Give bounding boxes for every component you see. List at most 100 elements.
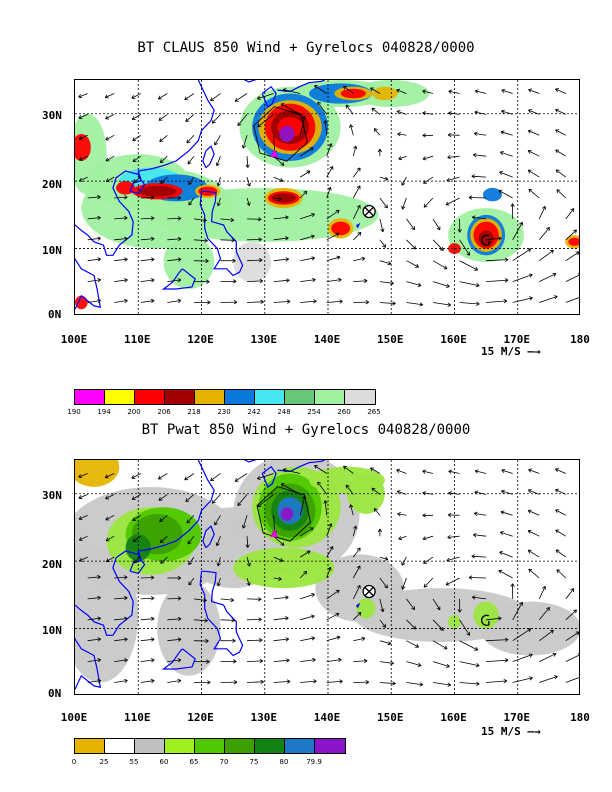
lat-label-10n-2: 10N [42,624,62,637]
wind-vector [158,473,168,480]
wind-vector [300,659,316,663]
wind-vector-head [555,468,559,473]
wind-vector [498,190,513,199]
wind-vector [257,114,274,128]
colorbar-swatch [315,390,345,404]
wind-vector-head [131,475,136,479]
wind-vector-head [123,195,128,200]
lon-label-120e: 120E [187,711,214,724]
wind-vector [210,93,221,102]
wind-vector-head [361,256,366,261]
wind-vector-head [207,680,211,685]
wind-vector [132,134,141,141]
wind-vector-head [370,87,374,92]
wind-vector [353,637,366,642]
wind-vector-head [356,185,361,190]
wind-vector-head [529,676,533,681]
wind-vector-head [177,596,182,601]
wind-vector [246,536,249,548]
coastline [261,85,277,108]
colorbar-swatch [105,390,135,404]
wind-vector-head [417,662,422,667]
pwat-contour [280,507,294,521]
pwat-contour [346,473,385,514]
wind-vector [486,639,509,642]
wind-vector-head [231,618,235,623]
wind-vector [167,597,182,600]
wind-vector [352,145,357,157]
wind-vector [500,531,513,537]
colorbar-claus [74,389,376,405]
wind-vector [300,257,315,262]
wind-vector-head [104,474,109,479]
wind-vector [512,297,533,303]
wind-vector [114,196,128,199]
wind-vector [379,218,384,232]
wind-vector [242,515,248,529]
wind-vector-head [497,616,502,621]
wind-vector [555,509,567,516]
wind-vector [446,556,460,562]
wind-vector-head [575,251,579,256]
wind-vector-head [472,595,476,600]
wind-vector [422,535,434,540]
wind-vector-head [177,678,182,684]
wind-vector [527,169,540,178]
wind-vector-head [241,144,247,149]
wind-vector-head [422,89,427,94]
wind-vector [300,593,315,600]
wind-vector [300,213,315,220]
wind-vector-head [311,636,316,641]
wind-vector-head [575,631,579,636]
wind-vector-head [97,595,101,600]
wind-vector-head [310,614,315,619]
wind-vector-head [423,179,427,184]
wind-vector [565,229,577,241]
wind-vector-head [555,88,559,93]
colorbar-swatch [285,739,315,753]
wind-vector-head [105,157,110,162]
wind-vector-head [345,104,350,109]
wind-vector-head [280,161,285,166]
wind-vector [114,576,128,579]
wind-vector [78,134,88,140]
wind-vector [486,259,509,262]
wind-vector [345,104,354,115]
wind-vector [512,677,533,683]
wind-vector [500,511,513,516]
wind-vector-head [443,645,448,650]
wind-vector [459,281,480,287]
wind-vector [474,132,487,136]
wind-vector [78,114,88,119]
wind-vector-head [313,679,317,684]
wind-vector-head [233,680,238,685]
wind-vector-head [504,278,509,283]
wind-vector [217,176,221,187]
wind-vector-head [556,189,561,194]
wind-vector [555,489,566,495]
wind-vector [379,661,394,664]
coastline [129,559,146,574]
wind-vector [216,156,221,166]
wind-vector-head [317,481,322,486]
wind-vector [326,143,332,157]
wind-vector-head [500,130,505,135]
wind-vector [106,176,115,182]
wind-vector [132,535,142,542]
wind-vector-head [423,559,427,564]
wind-vector [326,636,341,642]
wind-vector-head [466,631,471,636]
wind-vector-head [131,95,136,99]
wind-vector [133,556,142,563]
wind-vector [565,677,579,683]
wind-vector [187,155,195,165]
colorbar-tick-label: 242 [247,408,261,416]
wind-vector [527,549,540,558]
wind-vector [396,469,407,474]
wind-vector-head [105,516,110,521]
wind-vector-head [384,176,389,181]
wind-vector-head [555,549,560,554]
wind-vector-head [417,282,422,287]
wind-vector-head [203,218,207,223]
wind-vector-head [177,575,182,581]
